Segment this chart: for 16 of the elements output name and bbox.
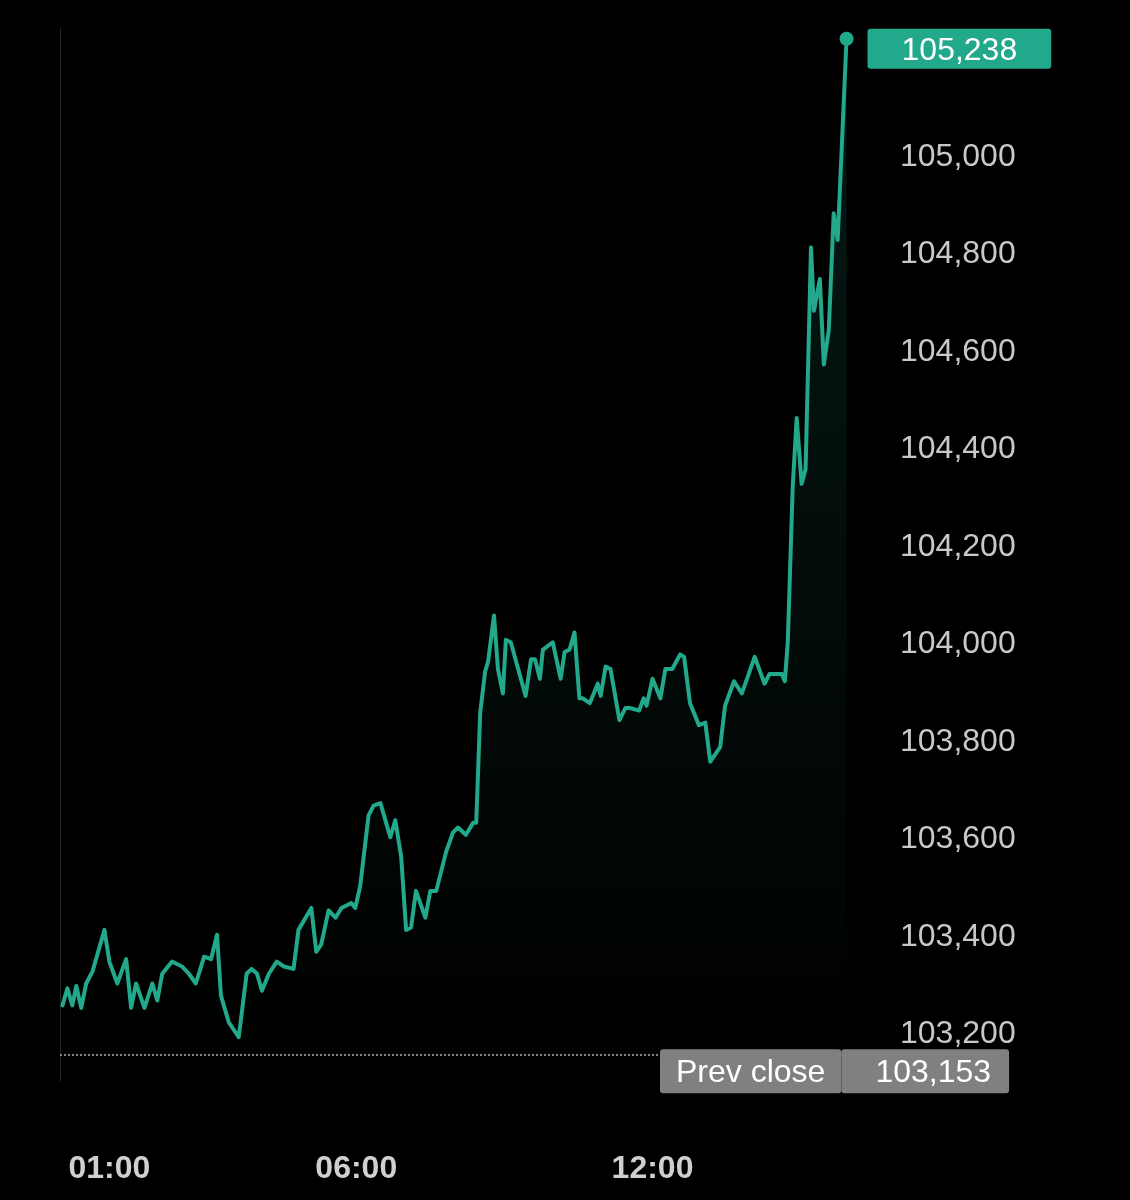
y-tick-label: 104,400 <box>900 429 1016 466</box>
y-tick-label: 104,600 <box>900 331 1016 368</box>
y-tick-label: 103,400 <box>900 916 1016 953</box>
y-tick-label: 104,800 <box>900 234 1016 271</box>
y-tick-label: 103,800 <box>900 721 1016 758</box>
x-tick-label: 06:00 <box>315 1149 398 1185</box>
x-tick-label: 12:00 <box>611 1149 694 1185</box>
y-tick-label: 103,200 <box>900 1014 1016 1051</box>
y-tick-label: 105,000 <box>900 136 1016 173</box>
y-tick-label: 104,000 <box>900 624 1016 661</box>
data-label: 105,238 <box>901 30 1018 67</box>
x-tick-label: 01:00 <box>68 1149 151 1185</box>
y-tick-label: 103,600 <box>900 819 1016 856</box>
ref-line-label: Prev close <box>676 1053 826 1090</box>
y-tick-label: 104,200 <box>900 526 1016 563</box>
text: 103,153 <box>875 1053 992 1090</box>
